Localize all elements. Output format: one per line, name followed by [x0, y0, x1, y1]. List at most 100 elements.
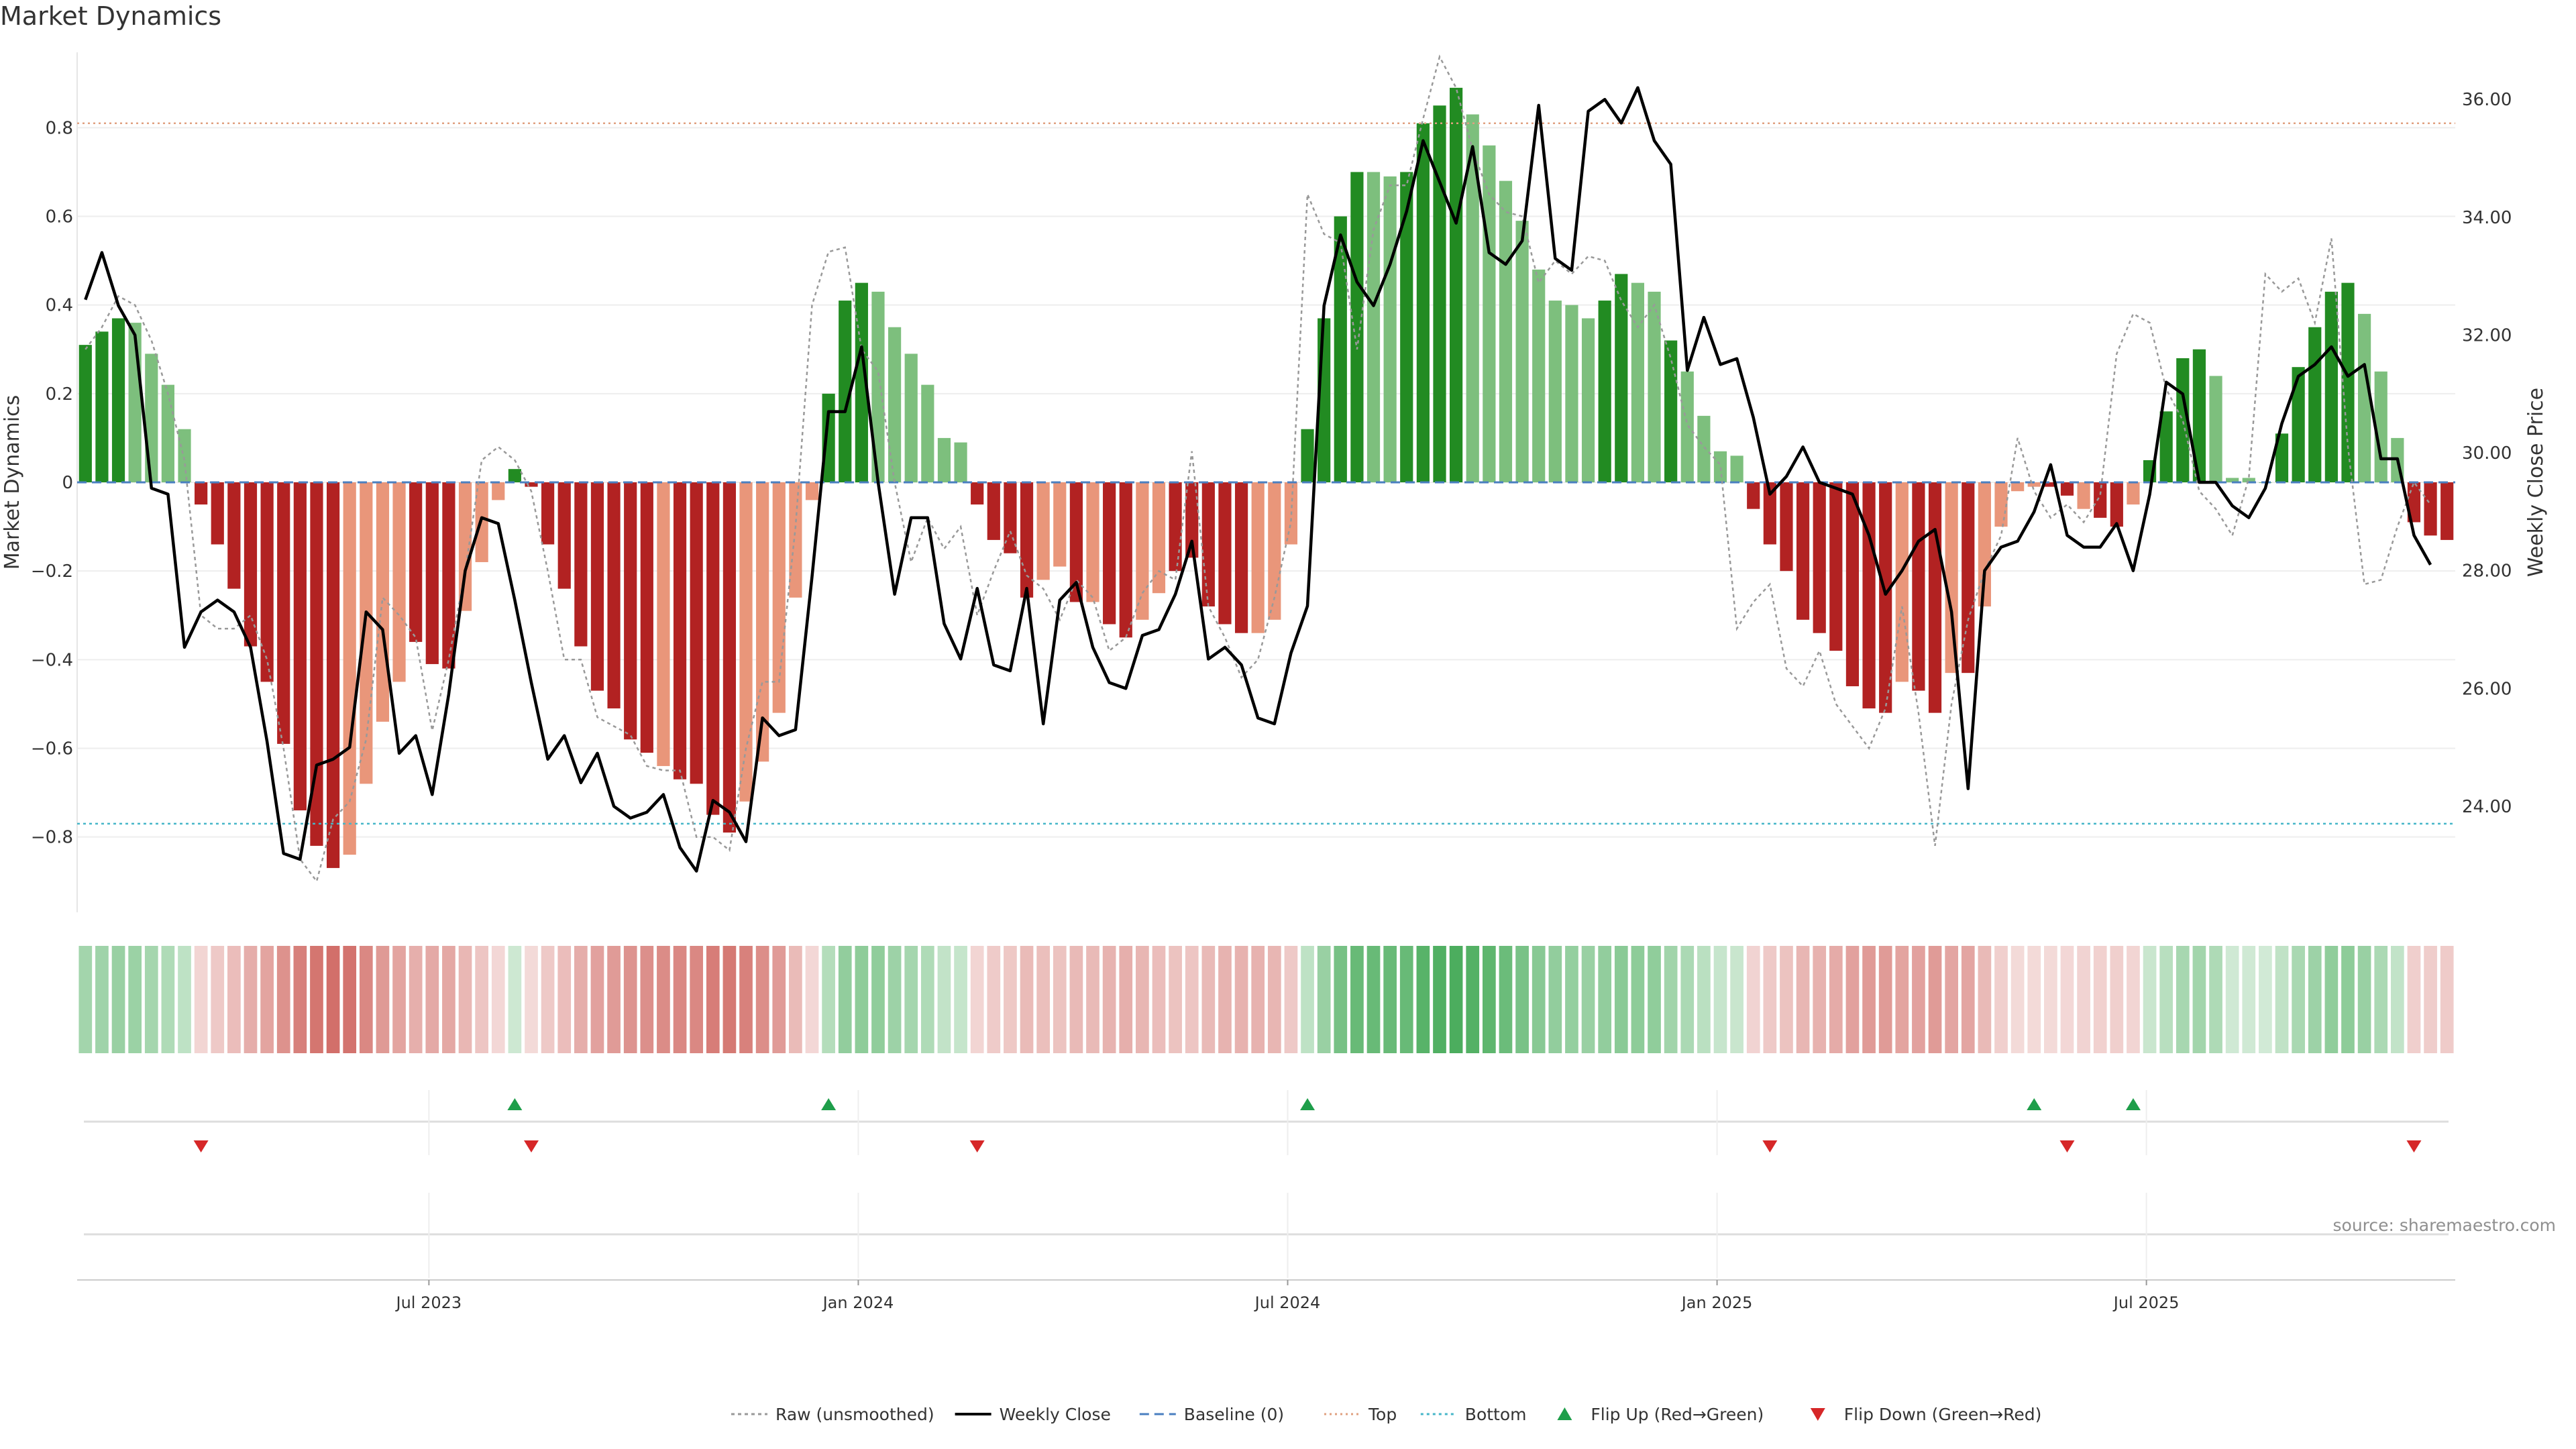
heat-cell [491, 946, 505, 1053]
dynamics-bar [2192, 349, 2206, 482]
dynamics-bar [789, 482, 802, 598]
dynamics-bar [1862, 482, 1876, 709]
dynamics-bar [1069, 482, 1083, 602]
dynamics-bar [2374, 371, 2387, 482]
dynamics-bar [1483, 145, 1496, 482]
dynamics-bar [227, 482, 241, 589]
dynamics-bar [1912, 482, 1925, 691]
dynamics-bar [458, 482, 472, 611]
heat-cell [508, 946, 522, 1053]
heat-cell [2440, 946, 2454, 1053]
legend-item-top: Top [1324, 1405, 1397, 1424]
flip-up-marker [821, 1098, 837, 1110]
heat-cell [178, 946, 191, 1053]
dynamics-bar [1532, 269, 1546, 482]
heat-cell [1648, 946, 1661, 1053]
axes: 0.8 0.6 0.4 0.2 0 −0.2 −0.4 −0.6 −0.8 36.00 34.00 3… [1, 52, 2548, 912]
dynamics-bar [1169, 482, 1182, 572]
flip-down-marker [523, 1140, 539, 1152]
left-tick-label: −0.6 [31, 739, 73, 759]
heat-cell [194, 946, 208, 1053]
flip-up-marker [2027, 1098, 2042, 1110]
dynamics-bar [2440, 482, 2454, 540]
dynamics-bar [277, 482, 290, 744]
dynamics-bar [425, 482, 439, 664]
dynamics-bar [95, 331, 109, 482]
dynamics-bar [624, 482, 637, 740]
dynamics-bar [2292, 367, 2305, 482]
x-tick-label: Jan 2024 [822, 1293, 894, 1312]
heat-cell [211, 946, 225, 1053]
dynamics-bar [1466, 114, 1479, 483]
dynamics-bar [1234, 482, 1248, 633]
heat-cell [1053, 946, 1067, 1053]
dynamics-bar [2110, 482, 2123, 527]
heat-cell [1433, 946, 1446, 1053]
heat-cell [2308, 946, 2322, 1053]
dynamics-bar [326, 482, 340, 868]
heat-cell [2060, 946, 2074, 1053]
heat-cell [2275, 946, 2289, 1053]
heat-cell [1317, 946, 1331, 1053]
heat-cell [1366, 946, 1381, 1053]
heat-cell [1763, 946, 1777, 1053]
legend-item-baseline: Baseline (0) [1139, 1405, 1284, 1424]
heat-cell [442, 946, 455, 1053]
heat-cell [1449, 946, 1463, 1053]
heat-cell [1515, 946, 1529, 1053]
dynamics-bar [2060, 482, 2074, 496]
dynamics-bar [987, 482, 1000, 540]
heat-cell [690, 946, 704, 1053]
right-tick-label: 24.00 [2462, 797, 2512, 817]
heat-cell [1416, 946, 1430, 1053]
dynamics-bar [706, 482, 720, 815]
dynamics-bar [2027, 482, 2041, 487]
heat-cell [2093, 946, 2107, 1053]
heat-cell [359, 946, 373, 1053]
dynamics-bar [195, 482, 208, 505]
heat-cell [2390, 946, 2404, 1053]
flip-down-marker [1762, 1140, 1778, 1152]
heat-cell [1152, 946, 1166, 1053]
left-tick-label: 0.8 [46, 118, 73, 138]
right-tick-label: 32.00 [2462, 325, 2512, 345]
dynamics-bar [1565, 305, 1578, 482]
dynamics-bar [657, 482, 670, 766]
heat-cell [888, 946, 902, 1053]
heat-cell [1746, 946, 1760, 1053]
heat-cell [673, 946, 687, 1053]
heat-cell [1119, 946, 1133, 1053]
dynamics-bar [1713, 451, 1727, 482]
dynamics-bar [211, 482, 224, 545]
dynamics-bar [260, 482, 274, 682]
heat-cell [1251, 946, 1265, 1053]
dynamics-bar [1895, 482, 1909, 682]
heat-cell [276, 946, 290, 1053]
heat-cell [2242, 946, 2256, 1053]
dynamics-bar [2324, 291, 2338, 482]
dynamics-bar [1978, 482, 1991, 607]
x-axis: Jul 2023 Jan 2024 Jul 2024 Jan 2025 Jul 2025 [77, 1279, 2455, 1312]
legend-label: Flip Up (Red→Green) [1591, 1405, 1764, 1424]
heat-cell [607, 946, 621, 1053]
left-tick-label: −0.4 [31, 650, 73, 670]
heat-cell [2010, 946, 2025, 1053]
dynamics-bar [1515, 221, 1529, 482]
heat-cell [1532, 946, 1546, 1053]
heat-cell [1796, 946, 1810, 1053]
heat-cell [904, 946, 918, 1053]
heat-cell [1482, 946, 1496, 1053]
dynamics-bar [673, 482, 687, 780]
right-tick-label: 34.00 [2462, 208, 2512, 228]
dynamics-bar [971, 482, 984, 505]
legend-item-close: Weekly Close [955, 1405, 1111, 1424]
dynamics-bar [2308, 327, 2322, 482]
dynamics-bar [508, 469, 521, 482]
heat-cell [1664, 946, 1678, 1053]
dynamics-bar [1796, 482, 1810, 620]
heat-cell [2143, 946, 2157, 1053]
dynamics-bar [739, 482, 753, 802]
heat-cell [2424, 946, 2437, 1053]
heat-cell [640, 946, 654, 1053]
heat-cell [1565, 946, 1578, 1053]
